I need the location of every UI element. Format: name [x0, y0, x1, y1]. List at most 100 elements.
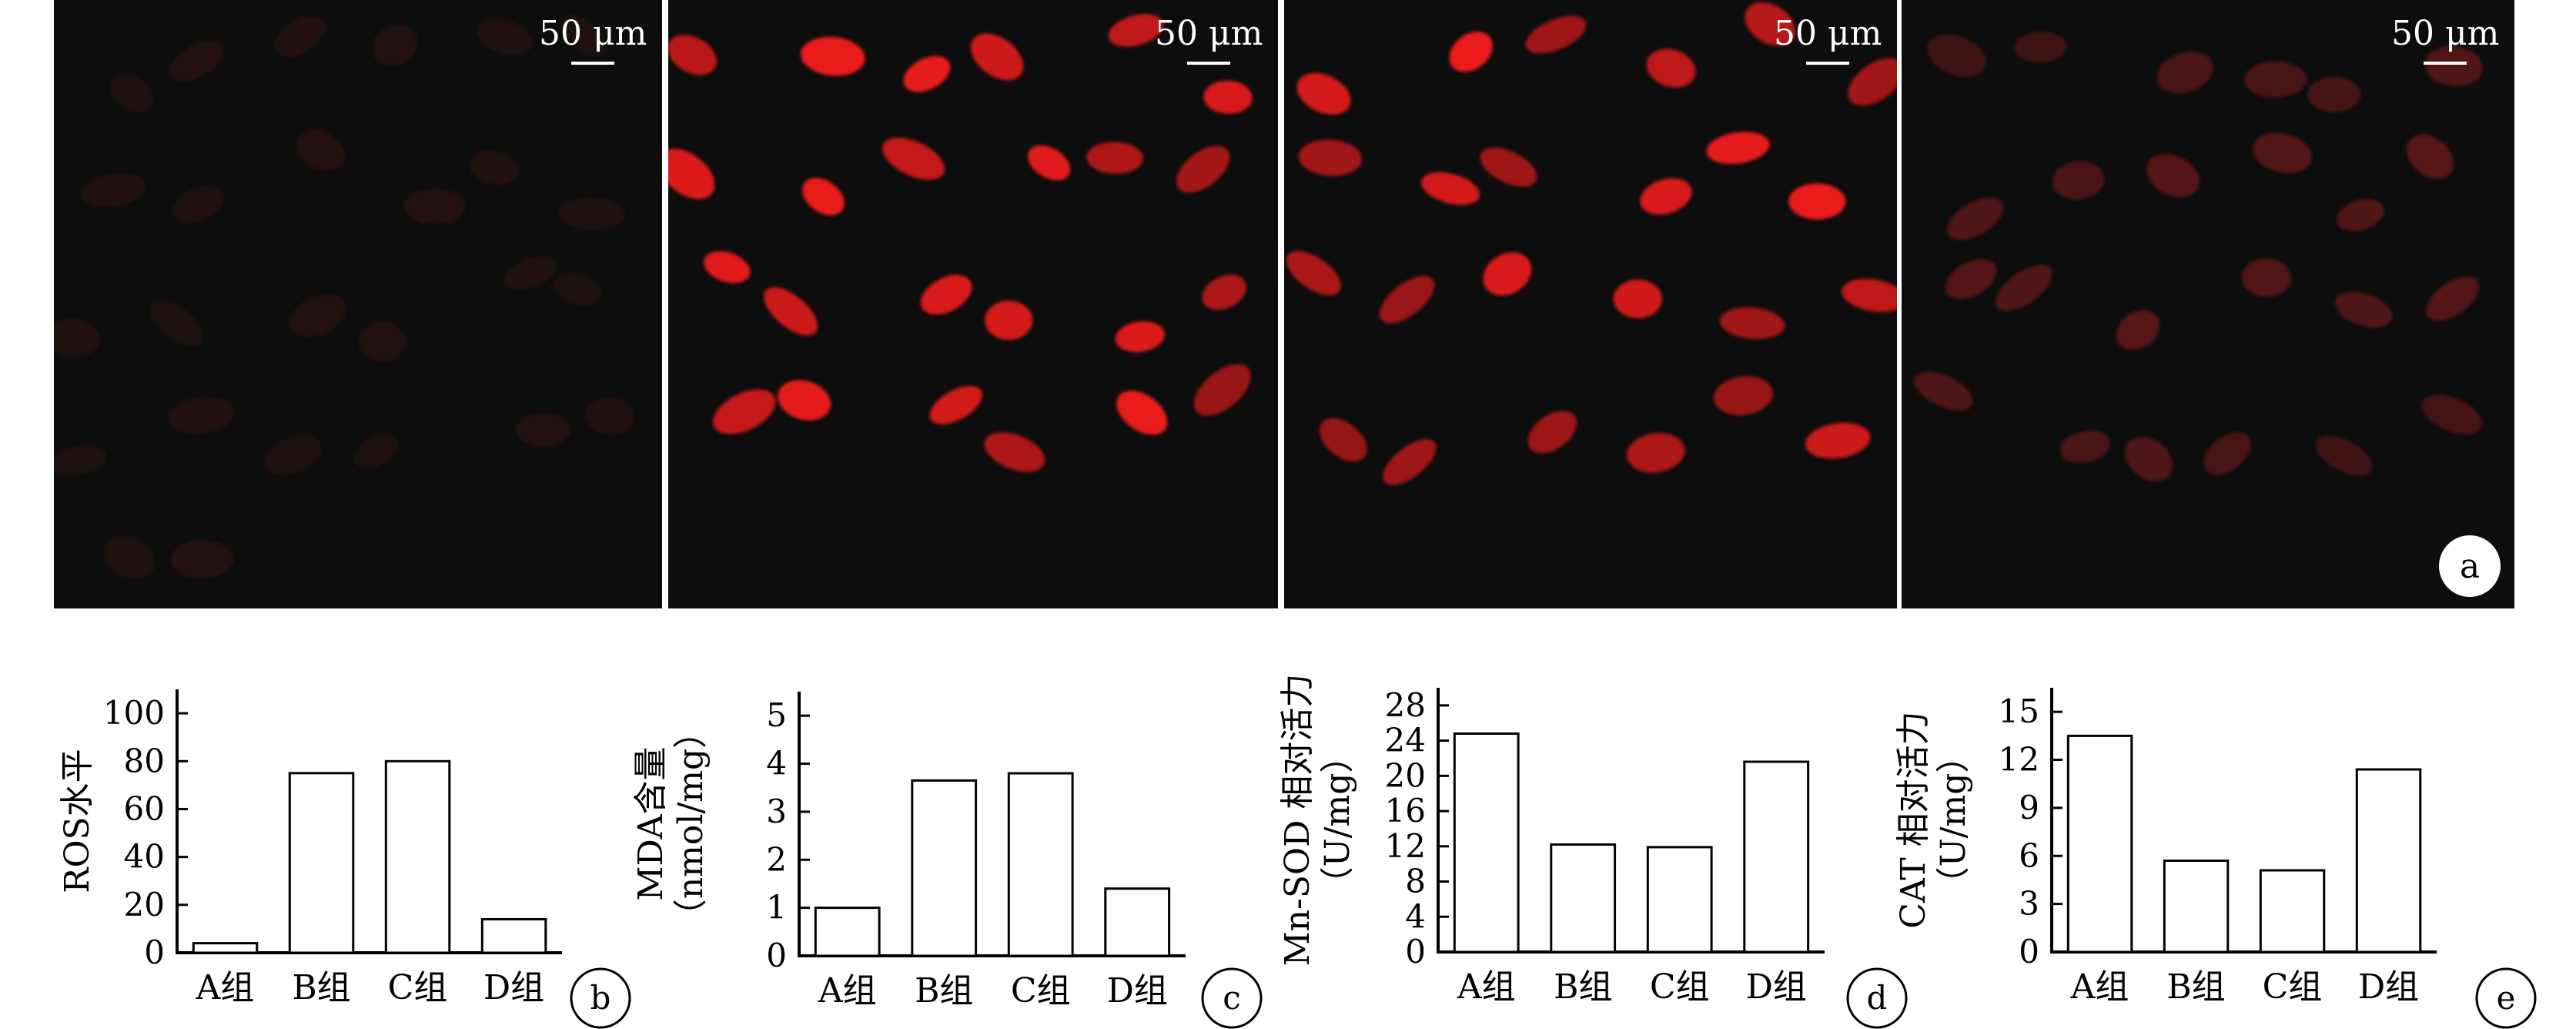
bar-B组 [2163, 860, 2230, 954]
cell-nucleus [1202, 274, 1246, 310]
cell-nucleus [54, 319, 101, 357]
cell-nucleus [984, 432, 1045, 472]
cell-nucleus [882, 137, 945, 180]
y-tick-label: 5 [766, 696, 787, 734]
group-b-micrograph: 50 μm [668, 0, 1278, 608]
cell-nucleus [289, 293, 346, 337]
y-tick-label: 20 [1385, 756, 1426, 794]
cell-nucleus [985, 300, 1033, 340]
cell-nucleus [1298, 139, 1363, 176]
bar-D组 [2355, 768, 2422, 954]
cell-nucleus [2125, 437, 2173, 481]
cell-nucleus [296, 130, 346, 171]
category-label: C组 [1650, 967, 1710, 1007]
cell-nucleus [2203, 432, 2251, 475]
cell-nucleus [2422, 394, 2482, 434]
y-tick-label: 16 [1385, 792, 1426, 830]
cell-nucleus [372, 25, 418, 66]
cell-nucleus [586, 397, 634, 436]
cell-nucleus [778, 380, 831, 421]
cell-nucleus [1193, 364, 1251, 416]
cell-nucleus [149, 299, 204, 347]
y-tick-label: 12 [1385, 827, 1426, 865]
cell-nucleus [2243, 61, 2307, 98]
y-axis-label: Mn-SOD 相对活力 [1278, 674, 1317, 967]
panel-label-c: c [1201, 967, 1263, 1029]
cell-nucleus [1947, 197, 2004, 240]
cell-nucleus [1176, 146, 1230, 193]
cell-nucleus [171, 540, 234, 579]
cell-nucleus [1613, 280, 1662, 319]
bar-A组 [814, 907, 881, 957]
cell-nucleus [2335, 291, 2393, 328]
panel-label-d: d [1846, 967, 1908, 1029]
cell-nucleus [1383, 439, 1437, 485]
cell-nucleus [929, 386, 982, 424]
y-tick-label: 0 [766, 937, 787, 974]
cell-nucleus [1320, 417, 1367, 462]
cell-nucleus [1805, 422, 1871, 459]
cell-nucleus [354, 434, 398, 469]
cell-nucleus [1927, 34, 1986, 78]
y-tick-label: 28 [1385, 686, 1426, 724]
cell-nucleus [1848, 58, 1897, 106]
cell-nucleus [668, 35, 717, 75]
y-tick-label: 4 [1405, 897, 1426, 935]
cell-nucleus [263, 434, 322, 476]
svg-text:c: c [1223, 979, 1241, 1017]
category-label: B组 [292, 968, 350, 1007]
category-label: A组 [818, 971, 877, 1011]
cell-nucleus [1525, 15, 1587, 54]
y-tick-label: 40 [124, 838, 165, 876]
y-tick-label: 60 [124, 789, 165, 827]
cell-nucleus [1379, 276, 1435, 323]
bar-D组 [480, 918, 547, 954]
svg-text:a: a [2460, 547, 2480, 586]
micrograph-row: 50 μm 50 μm 50 μm 50 μm a [54, 0, 2514, 608]
scale-bar-label: 50 μm [1155, 14, 1263, 53]
category-label: A组 [2070, 967, 2129, 1007]
category-label: C组 [2263, 967, 2323, 1007]
cell-nucleus [109, 74, 154, 112]
group-c-micrograph: 50 μm [1284, 0, 1897, 608]
y-tick-label: 12 [1999, 741, 2039, 779]
category-label: A组 [196, 968, 255, 1007]
cell-nucleus [1115, 321, 1165, 353]
category-label: D组 [483, 968, 544, 1007]
cell-nucleus [1286, 251, 1341, 296]
category-label: C组 [388, 968, 448, 1007]
cell-nucleus [1788, 183, 1846, 220]
cell-nucleus [2014, 32, 2067, 63]
cell-nucleus [1296, 72, 1351, 115]
category-label: D组 [1107, 971, 1168, 1011]
cell-nucleus [1086, 142, 1143, 174]
category-label: D组 [2358, 967, 2419, 1007]
y-tick-label: 20 [124, 886, 165, 923]
panel-label-b: b [570, 967, 631, 1029]
cell-nucleus [359, 321, 406, 362]
scale-bar-label: 50 μm [1774, 14, 1882, 53]
svg-text:b: b [590, 979, 611, 1017]
bar-C组 [1007, 772, 1074, 957]
cell-nucleus [558, 197, 626, 230]
cell-nucleus [1626, 433, 1685, 473]
cell-nucleus [167, 397, 235, 434]
y-tick-label: 15 [1999, 692, 2039, 730]
bar-D组 [1743, 760, 1810, 954]
cell-nucleus [2315, 435, 2373, 476]
cell-nucleus [1203, 80, 1253, 114]
cell-nucleus [1480, 147, 1537, 187]
y-tick-label: 3 [2019, 885, 2039, 923]
group-a-micrograph: 50 μm [54, 0, 662, 608]
cell-nucleus [2307, 77, 2361, 112]
bar-chart-e: 0 3 6 9 12 15 A组 B组 C组 D组 CAT 相对活力 （U/mg） e [1894, 688, 2537, 1029]
y-tick-label: 9 [2019, 789, 2039, 826]
cell-nucleus [801, 36, 865, 76]
y-axis-label: MDA含量 [631, 746, 671, 900]
bar-C组 [1646, 846, 1713, 954]
cell-nucleus [668, 149, 715, 199]
cell-nucleus [81, 173, 146, 207]
micrograph-background [668, 0, 1278, 608]
cell-nucleus [1483, 252, 1532, 296]
